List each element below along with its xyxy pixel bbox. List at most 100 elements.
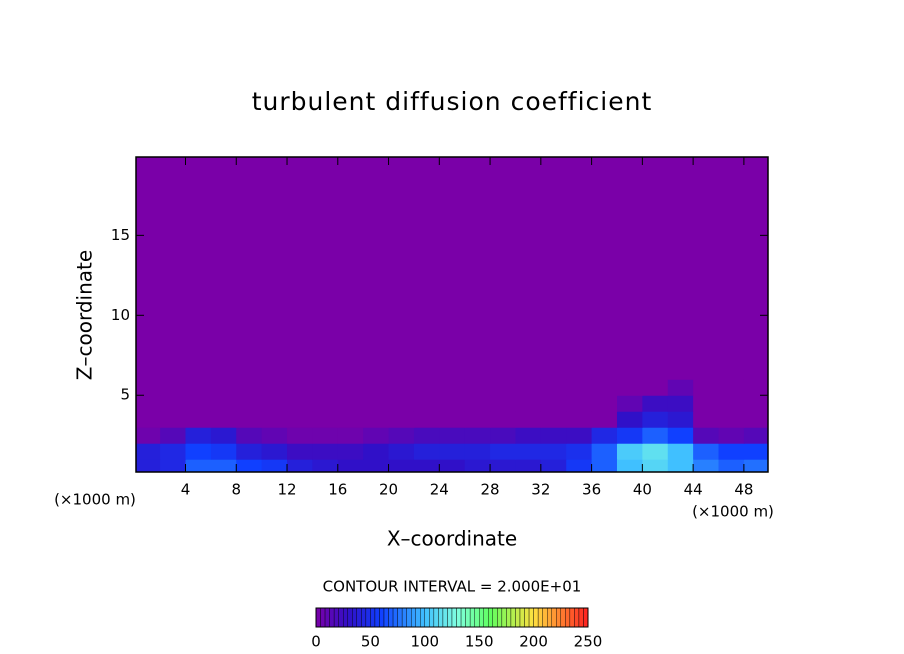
cell	[743, 427, 769, 444]
cell	[312, 459, 339, 473]
x-tick-label: 24	[430, 481, 449, 499]
plot-frame	[135, 156, 769, 473]
cell	[185, 379, 212, 396]
cell	[210, 459, 237, 473]
cell	[363, 459, 390, 473]
cell	[540, 379, 567, 396]
cell	[160, 427, 186, 444]
colorbar-tick-label: 150	[465, 633, 494, 651]
cell	[210, 379, 237, 396]
colorbar-step	[456, 607, 462, 628]
cell	[337, 459, 364, 473]
cell	[515, 459, 542, 473]
colorbar-step	[510, 607, 516, 628]
cell	[261, 443, 288, 460]
x-tick-label: 44	[684, 481, 703, 499]
colorbar-step	[370, 607, 376, 628]
cell	[136, 443, 161, 460]
cell	[515, 395, 542, 412]
colorbar-step	[578, 607, 584, 628]
colorbar-step	[388, 607, 394, 628]
cell	[540, 459, 567, 473]
cell	[363, 411, 390, 428]
colorbar-step	[556, 607, 561, 628]
cell	[160, 459, 186, 473]
cell	[287, 459, 313, 473]
cell	[693, 427, 720, 444]
colorbar-step	[474, 607, 480, 628]
colorbar-step	[429, 607, 435, 628]
cell	[388, 443, 415, 460]
colorbar-step	[424, 607, 430, 628]
cell	[413, 395, 440, 412]
cell	[312, 411, 339, 428]
colorbar-step	[379, 607, 385, 628]
colorbar-tick-label: 50	[361, 633, 380, 651]
colorbar-step	[324, 607, 330, 628]
cell	[388, 157, 415, 380]
cell	[464, 411, 491, 428]
cell	[566, 395, 593, 412]
cell	[363, 427, 390, 444]
colorbar-step	[383, 607, 389, 628]
cell	[413, 459, 440, 473]
x-unit: (×1000 m)	[692, 503, 774, 521]
colorbar-step	[492, 607, 498, 628]
x-tick-label: 40	[633, 481, 652, 499]
x-tick-label: 12	[277, 481, 296, 499]
colorbar-step	[519, 607, 525, 628]
cell	[236, 443, 263, 460]
colorbar-step	[401, 607, 407, 628]
cell	[210, 443, 237, 460]
cell	[236, 395, 263, 412]
cell	[490, 157, 516, 380]
cell	[439, 459, 466, 473]
cell	[743, 379, 769, 396]
cell	[185, 411, 212, 428]
cell	[591, 443, 618, 460]
y-tick-label: 10	[111, 306, 130, 324]
cell	[566, 157, 593, 380]
cell	[693, 459, 720, 473]
cell	[718, 427, 745, 444]
cell	[185, 395, 212, 412]
cell	[591, 395, 618, 412]
colorbar-step	[537, 607, 543, 628]
colorbar-step	[352, 607, 357, 628]
cell	[337, 427, 364, 444]
cell	[642, 395, 669, 412]
cell	[236, 459, 263, 473]
cell	[566, 459, 593, 473]
cell	[667, 395, 694, 412]
cell	[693, 395, 720, 412]
cell	[464, 427, 491, 444]
cell	[540, 395, 567, 412]
colorbar-step	[343, 607, 348, 628]
cell	[642, 379, 669, 396]
cell	[287, 427, 313, 444]
cell	[490, 443, 516, 460]
y-axis-label: Z–coordinate	[73, 250, 97, 380]
cell	[616, 379, 643, 396]
cell	[261, 379, 288, 396]
cell	[642, 427, 669, 444]
colorbar-step	[583, 607, 589, 628]
colorbar-step	[333, 607, 339, 628]
colorbar-step	[533, 607, 539, 628]
cell	[261, 411, 288, 428]
cell	[616, 459, 643, 473]
cell	[718, 379, 745, 396]
cell	[287, 411, 313, 428]
x-tick-label: 28	[481, 481, 500, 499]
cell	[591, 157, 618, 380]
colorbar-step	[392, 607, 398, 628]
cell	[439, 379, 466, 396]
cell	[236, 427, 263, 444]
cell	[185, 459, 212, 473]
colorbar-frame	[315, 607, 589, 628]
colorbar-step	[515, 607, 521, 628]
cell	[667, 443, 694, 460]
cell	[413, 379, 440, 396]
cell	[591, 427, 618, 444]
